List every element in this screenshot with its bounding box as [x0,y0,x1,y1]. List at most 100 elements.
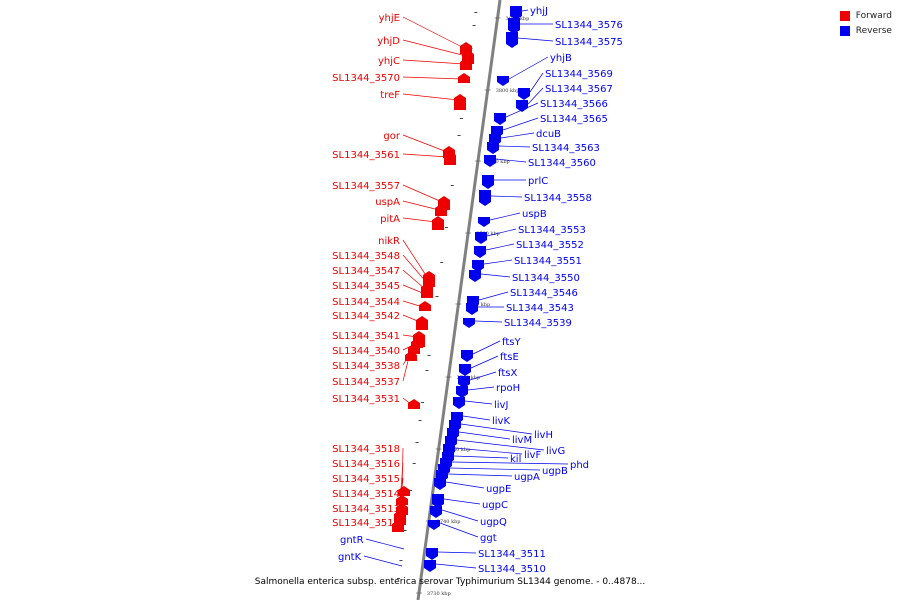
forward-gene-leader [402,217,437,223]
legend: Forward Reverse [839,8,892,38]
gene-dash [409,490,413,491]
forward-gene-shape [435,204,447,216]
forward-gene-leader [402,300,424,308]
forward-gene-shape [416,316,428,330]
gene-dash [427,355,431,356]
forward-gene-leader [402,134,448,153]
reverse-gene-label: SL1344_3510 [478,564,546,575]
reverse-gene-label: uspB [522,209,547,220]
forward-gene-label: SL1344_3537 [332,377,400,388]
forward-gene-shape [396,495,408,505]
reverse-gene-leader [437,551,477,554]
forward-gene-label: yhjC [378,56,400,67]
forward-gene-leader [402,239,428,278]
forward-gene-leader [402,349,413,366]
tick-label: 3740 kbp [437,519,461,525]
forward-gene-leader [402,39,467,57]
reverse-gene-leader [464,400,493,405]
reverse-gene-leader [485,243,515,251]
reverse-gene-label: SL1344_3569 [545,69,613,80]
reverse-gene-leader [467,386,495,391]
reverse-gene-leader [478,291,509,301]
legend-reverse-label: Reverse [855,25,892,36]
reverse-gene-label: SL1344_3546 [510,288,578,299]
reverse-gene-leader [521,9,529,12]
reverse-gene-leader [489,212,521,221]
reverse-gene-label: SL1344_3563 [532,143,600,154]
reverse-gene-shape [424,560,436,572]
gene-dash [474,12,478,13]
reverse-gene-leader [498,145,531,148]
reverse-gene-leader [495,158,527,163]
reverse-swatch [839,25,850,36]
reverse-gene-leader [454,447,523,455]
forward-gene-label: yhjE [379,13,400,24]
reverse-gene-label: gntK [338,552,362,563]
gene-dash [444,227,448,228]
forward-gene-label: SL1344_3538 [332,361,400,372]
forward-gene-label: pitA [380,214,400,225]
reverse-gene-label: livG [546,446,565,457]
forward-gene-shape [408,399,420,409]
reverse-gene-shape [487,142,499,154]
forward-gene-shape [460,58,472,70]
reverse-gene-shape [456,386,468,398]
reverse-gene-label: phd [570,460,589,471]
reverse-gene-label: ftsX [498,368,517,379]
gene-dash [421,402,425,403]
reverse-gene-label: ugpC [482,500,508,511]
reverse-gene-label: ugpB [542,466,568,477]
forward-gene-leader [402,200,440,211]
gene-dash [396,578,400,579]
reverse-gene-label: ftsE [500,352,519,363]
gene-dash [403,530,407,531]
reverse-gene-leader [527,87,544,105]
forward-gene-leader [402,356,410,382]
reverse-gene-leader [460,423,533,435]
reverse-gene-shape [469,270,481,282]
forward-gene-label: SL1344_3548 [332,251,400,262]
label-group: yhjE yhjD yhjC SL1344_3570 treF gor SL1344_356… [332,6,623,575]
reverse-gene-label: SL1344_3552 [516,240,584,251]
reverse-gene-label: rpoH [496,383,520,394]
reverse-gene-leader [458,431,511,440]
gene-dash [459,118,463,119]
forward-gene-label: gor [383,131,400,142]
reverse-gene-label: gntR [340,535,364,546]
reverse-gene-leader [508,56,549,80]
reverse-gene-leader [451,461,569,465]
reverse-gene-leader [490,195,523,198]
reverse-gene-leader [486,228,517,237]
reverse-gene-label: SL1344_3553 [518,225,586,236]
reverse-gene-leader [472,340,501,355]
reverse-gene-shape [434,478,446,490]
reverse-gene-label: SL1344_3567 [545,84,613,95]
forward-gene-leader [402,153,449,158]
reverse-gene-label: SL1344_3575 [555,37,623,48]
tick-label: 3780 kbp [476,231,500,237]
reverse-gene-leader [456,439,545,451]
forward-gene-leader [402,334,418,338]
reverse-gene-leader [474,320,503,323]
reverse-gene-leader [439,522,479,538]
reverse-gene-shape [426,548,438,560]
forward-gene-leader [399,462,404,502]
reverse-gene-shape [506,32,518,48]
forward-gene-label: SL1344_3541 [332,331,400,342]
reverse-gene-shape [430,506,442,518]
reverse-gene-leader [365,538,405,550]
reverse-gene-shape [482,175,494,189]
reverse-gene-shape [432,494,444,508]
reverse-gene-label: SL1344_3560 [528,158,596,169]
forward-gene-shape [458,73,470,83]
forward-gene-label: treF [380,90,400,101]
reverse-gene-leader [470,355,499,369]
reverse-gene-label: dcuB [536,129,561,140]
reverse-gene-shape [478,217,490,227]
forward-gene-label: SL1344_3512 [332,518,400,529]
forward-gene-leader [402,314,421,323]
forward-gene-label: SL1344_3514 [332,489,400,500]
reverse-gene-shape [474,246,486,258]
forward-gene-leader [402,184,443,203]
reverse-gene-label: SL1344_3550 [512,273,580,284]
